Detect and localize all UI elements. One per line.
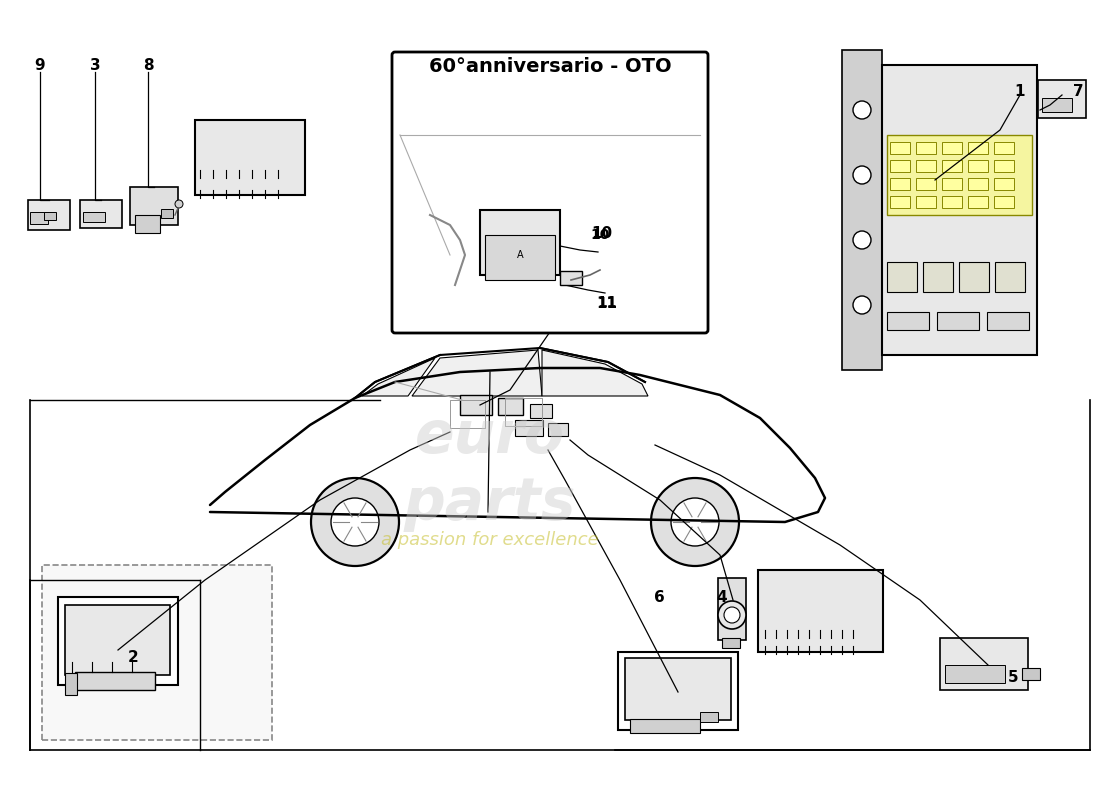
Bar: [1038, 80, 1086, 118]
Text: a passion for excellence: a passion for excellence: [381, 531, 598, 549]
Bar: [1022, 668, 1040, 680]
Bar: [618, 652, 738, 730]
Bar: [987, 312, 1028, 330]
Bar: [959, 262, 989, 292]
Text: 11: 11: [597, 296, 617, 310]
Bar: [44, 212, 56, 220]
Bar: [75, 672, 155, 690]
Bar: [480, 210, 560, 275]
Bar: [195, 120, 305, 195]
Bar: [65, 673, 77, 695]
Bar: [968, 142, 988, 154]
Bar: [130, 187, 178, 225]
Circle shape: [718, 601, 746, 629]
Bar: [722, 638, 740, 648]
Bar: [42, 565, 272, 740]
Text: 10: 10: [592, 226, 613, 241]
Circle shape: [724, 607, 740, 623]
Bar: [65, 605, 170, 675]
Bar: [916, 160, 936, 172]
Bar: [460, 395, 492, 415]
Circle shape: [651, 478, 739, 566]
Bar: [968, 178, 988, 190]
Bar: [82, 212, 104, 222]
Bar: [887, 262, 917, 292]
Bar: [942, 178, 962, 190]
Bar: [625, 658, 732, 720]
Bar: [890, 160, 910, 172]
Bar: [996, 262, 1025, 292]
Bar: [498, 398, 522, 415]
Bar: [28, 200, 70, 230]
Bar: [890, 178, 910, 190]
Polygon shape: [362, 358, 435, 396]
Bar: [161, 209, 173, 218]
Text: 2: 2: [128, 650, 139, 666]
Bar: [994, 160, 1014, 172]
Text: euro
parts: euro parts: [404, 409, 576, 531]
Circle shape: [852, 101, 871, 119]
Circle shape: [331, 498, 379, 546]
Text: 4: 4: [717, 590, 727, 605]
Bar: [890, 196, 910, 208]
Text: 1: 1: [1014, 85, 1025, 99]
Bar: [515, 420, 543, 436]
Polygon shape: [412, 350, 542, 396]
Bar: [942, 160, 962, 172]
Text: 11: 11: [596, 295, 617, 310]
Bar: [916, 178, 936, 190]
Bar: [923, 262, 953, 292]
Bar: [30, 212, 48, 224]
Bar: [916, 142, 936, 154]
Bar: [942, 142, 962, 154]
Bar: [530, 404, 552, 418]
Bar: [1042, 98, 1072, 112]
Text: 6: 6: [653, 590, 664, 605]
Bar: [548, 423, 568, 436]
Bar: [485, 235, 556, 280]
Circle shape: [852, 166, 871, 184]
Bar: [945, 665, 1005, 683]
Bar: [942, 196, 962, 208]
Bar: [968, 196, 988, 208]
Polygon shape: [542, 350, 648, 396]
Bar: [887, 135, 1032, 215]
Bar: [758, 570, 883, 652]
Text: 9: 9: [35, 58, 45, 73]
Text: 8: 8: [143, 58, 153, 73]
Bar: [968, 160, 988, 172]
Bar: [890, 142, 910, 154]
Text: 10: 10: [591, 228, 609, 242]
Circle shape: [311, 478, 399, 566]
Bar: [916, 196, 936, 208]
Text: 3: 3: [90, 58, 100, 73]
Bar: [560, 271, 582, 285]
FancyBboxPatch shape: [392, 52, 708, 333]
Bar: [135, 215, 160, 233]
Bar: [940, 638, 1028, 690]
Bar: [994, 196, 1014, 208]
Text: 60°anniversario - OTO: 60°anniversario - OTO: [429, 58, 671, 77]
Text: 5: 5: [1008, 670, 1019, 686]
Circle shape: [671, 498, 719, 546]
Circle shape: [175, 200, 183, 208]
Text: A: A: [517, 250, 524, 260]
Circle shape: [852, 296, 871, 314]
Bar: [994, 142, 1014, 154]
Bar: [994, 178, 1014, 190]
Bar: [58, 597, 178, 685]
Circle shape: [852, 231, 871, 249]
Bar: [937, 312, 979, 330]
Bar: [887, 312, 929, 330]
Bar: [718, 578, 746, 640]
Text: 7: 7: [1072, 85, 1084, 99]
Bar: [842, 50, 882, 370]
Bar: [700, 712, 718, 722]
Bar: [80, 200, 122, 228]
Bar: [882, 65, 1037, 355]
Bar: [630, 719, 700, 733]
